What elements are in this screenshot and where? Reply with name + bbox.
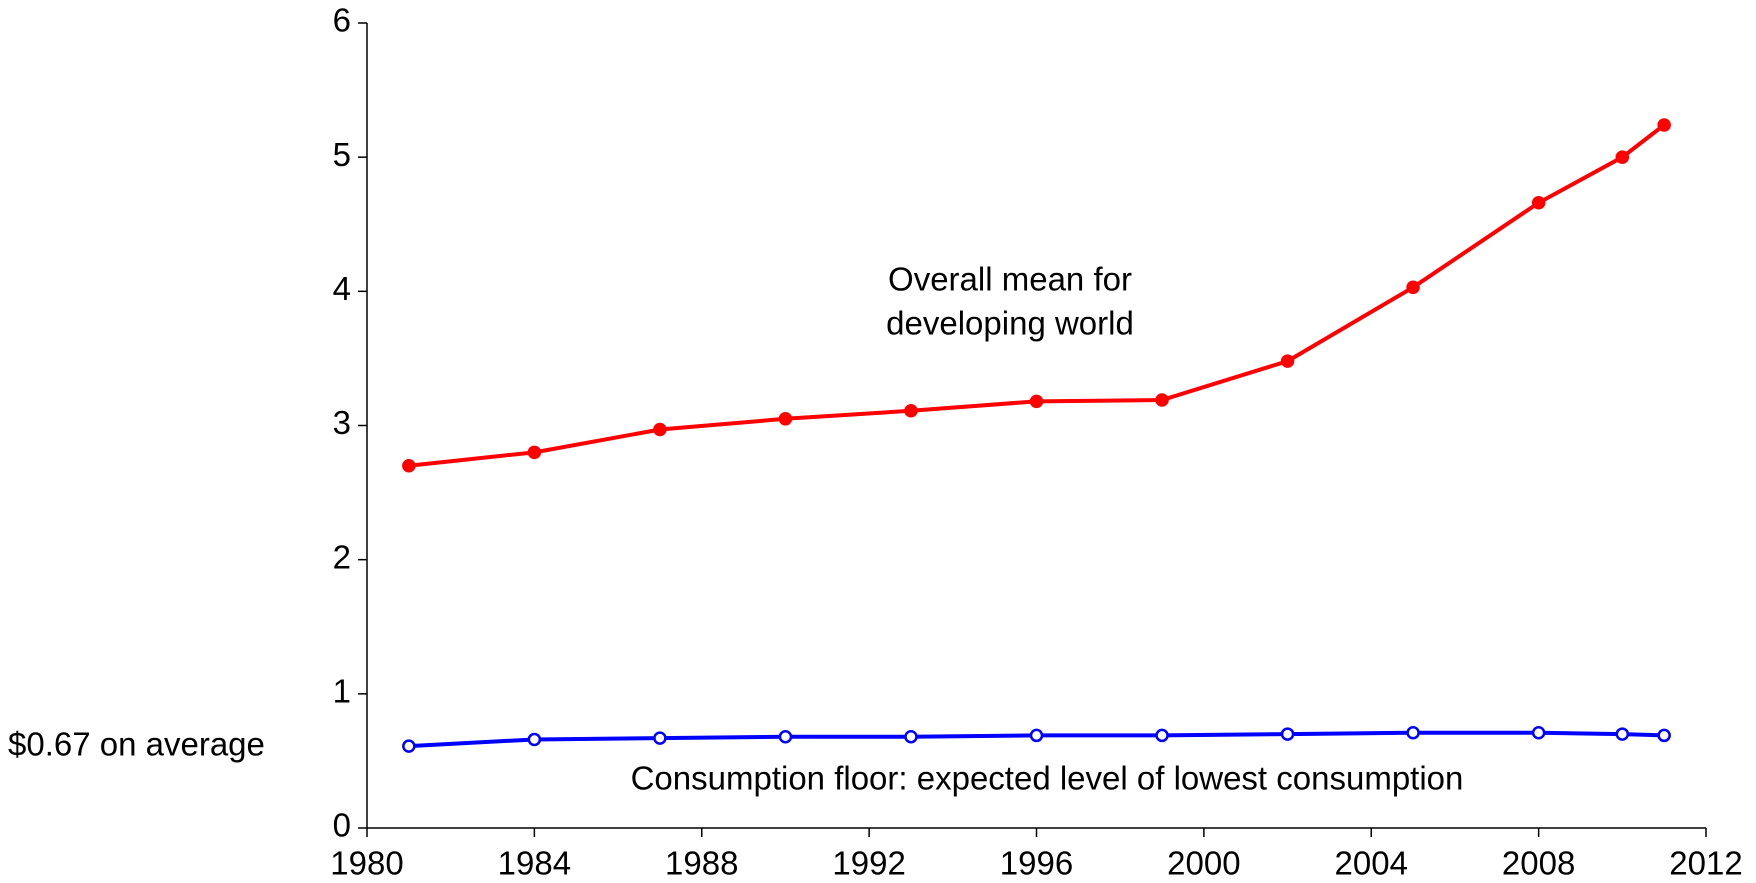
annotation: $0.67 on average (8, 726, 265, 763)
data-point (778, 412, 793, 426)
y-tick-label: 5 (333, 136, 351, 173)
data-point (1155, 728, 1169, 743)
y-tick-label: 3 (333, 404, 351, 441)
x-tick-label: 2012 (1669, 845, 1742, 882)
y-tick-label: 6 (333, 2, 351, 39)
y-tick-label: 1 (333, 673, 351, 710)
data-point (527, 732, 542, 747)
data-point (1615, 727, 1630, 741)
annotation: developing world (886, 305, 1134, 342)
data-point (402, 739, 416, 753)
data-point (1406, 280, 1420, 295)
data-point (653, 422, 667, 437)
x-tick-label: 1984 (498, 845, 571, 882)
data-point (527, 445, 542, 460)
y-tick-label: 0 (333, 807, 351, 844)
x-tick-label: 1992 (832, 845, 905, 882)
x-tick-label: 2008 (1502, 845, 1575, 882)
data-point (1406, 725, 1420, 740)
annotation: Overall mean for (888, 261, 1132, 298)
annotation: Consumption floor: expected level of low… (631, 760, 1464, 797)
x-tick-label: 2004 (1335, 845, 1408, 882)
data-point (1155, 393, 1169, 407)
data-point (904, 403, 918, 418)
data-point (1280, 727, 1295, 741)
data-point (653, 731, 667, 745)
data-point (1029, 728, 1044, 743)
data-point (402, 459, 416, 473)
data-point (1657, 728, 1671, 743)
x-tick-label: 1980 (330, 845, 403, 882)
data-point (1531, 725, 1546, 740)
x-tick-label: 1988 (665, 845, 738, 882)
data-point (904, 730, 918, 744)
data-point (1615, 150, 1630, 164)
data-point (778, 730, 793, 744)
data-point (1531, 196, 1546, 210)
series-line (408, 730, 1665, 749)
y-tick-label: 4 (333, 270, 351, 307)
data-point (1029, 394, 1044, 409)
data-point (1657, 118, 1671, 132)
y-tick-label: 2 (333, 538, 351, 575)
data-point (1280, 354, 1295, 368)
series-line (408, 123, 1666, 468)
x-tick-label: 1996 (1000, 845, 1073, 882)
x-tick-label: 2000 (1167, 845, 1240, 882)
